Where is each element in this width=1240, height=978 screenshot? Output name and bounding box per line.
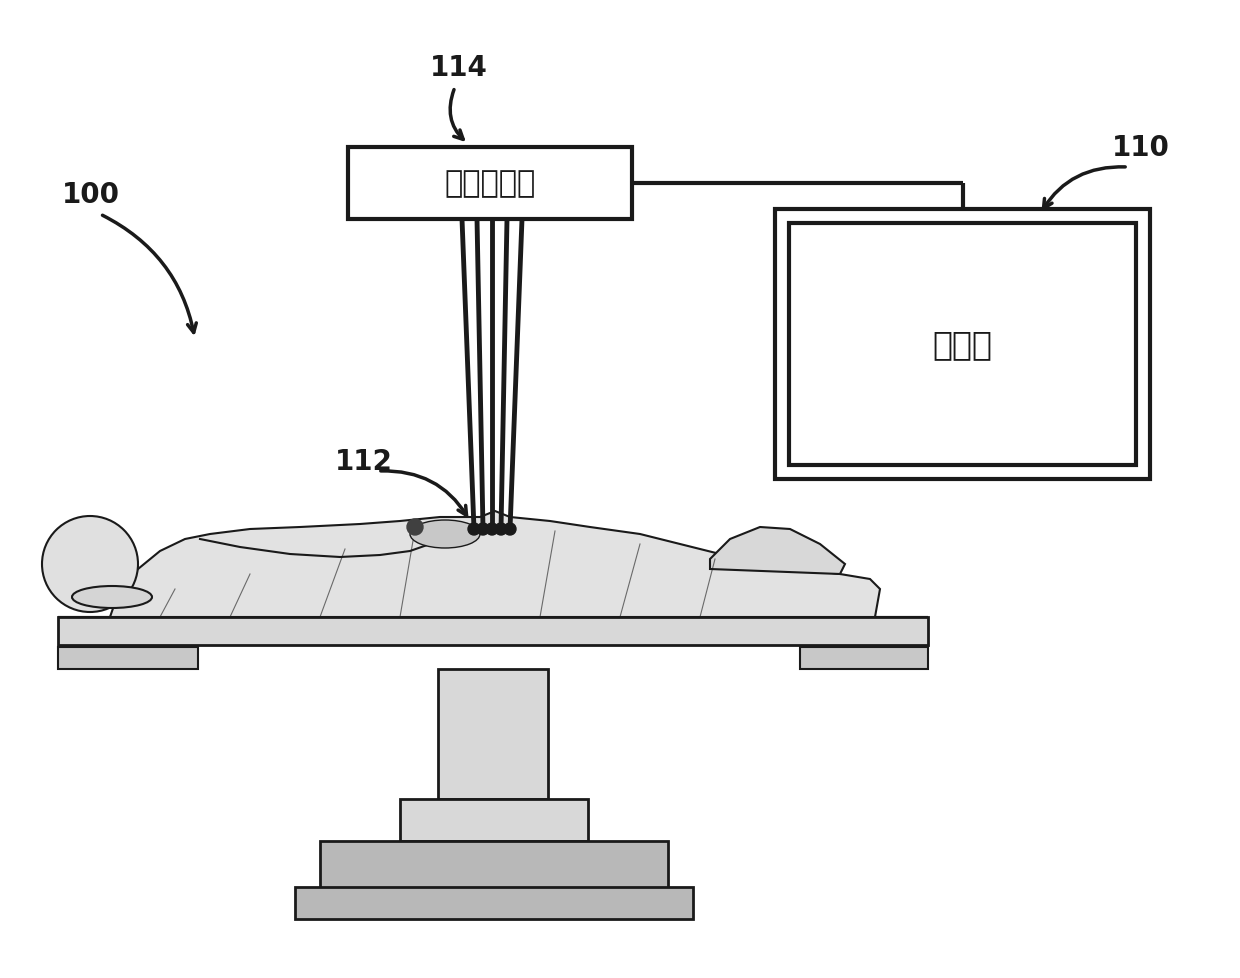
Text: 110: 110 [1112,134,1169,161]
Text: 114: 114 [430,54,487,82]
Bar [58,617,928,645]
Bar [295,887,693,919]
Bar [775,210,1149,479]
Circle shape [407,519,423,535]
Bar [58,647,198,669]
Text: 112: 112 [335,448,393,475]
Circle shape [42,516,138,612]
Text: 计算机: 计算机 [932,329,992,361]
Polygon shape [58,511,928,617]
Ellipse shape [410,520,480,549]
Circle shape [495,523,507,535]
Bar [401,799,588,841]
Circle shape [477,523,489,535]
Polygon shape [711,527,844,574]
Bar [320,841,668,889]
Bar [438,669,548,799]
Bar [348,148,632,220]
Circle shape [503,523,516,535]
Text: 100: 100 [62,181,120,208]
Circle shape [486,523,498,535]
Text: 位置跟踪器: 位置跟踪器 [444,169,536,199]
Circle shape [467,523,480,535]
Bar [789,224,1136,466]
Ellipse shape [72,587,153,608]
Bar [800,647,928,669]
